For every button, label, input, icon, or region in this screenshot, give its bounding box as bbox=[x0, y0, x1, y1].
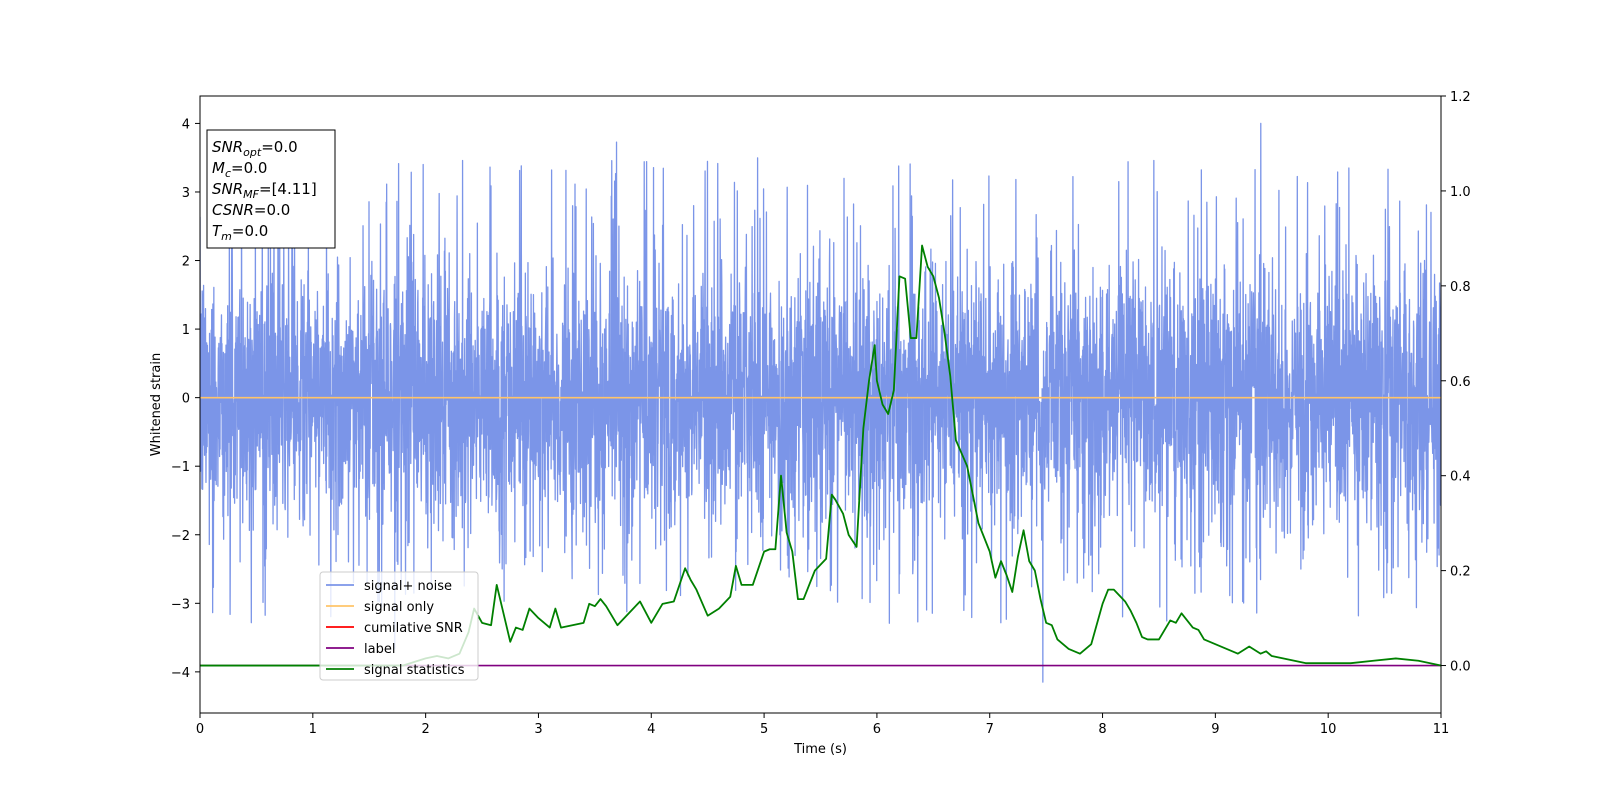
right-y-tick-label: 0.6 bbox=[1450, 375, 1471, 390]
x-tick-label: 6 bbox=[873, 722, 881, 737]
annotation-value: =0.0 bbox=[231, 159, 267, 177]
left-y-tick-label: 4 bbox=[182, 117, 190, 132]
left-y-tick-label: 2 bbox=[182, 255, 190, 270]
annotation-subscript: opt bbox=[243, 146, 262, 159]
x-tick-label: 2 bbox=[421, 722, 429, 737]
legend-label: signal statistics bbox=[364, 663, 465, 678]
legend-label: signal only bbox=[364, 600, 434, 615]
x-axis-ticks: 0 1 2 3 4 5 6 7 8 9 10 11 bbox=[196, 713, 1449, 737]
annotation-value: =0.0 bbox=[261, 138, 297, 156]
right-y-axis-ticks: 0.0 0.2 0.4 0.6 0.8 1.0 1.2 bbox=[1441, 90, 1471, 675]
legend-label: cumilative SNR bbox=[364, 621, 463, 636]
annotation-line: SNRMF=[4.11] bbox=[212, 180, 317, 201]
left-y-tick-label: 3 bbox=[182, 186, 190, 201]
x-tick-label: 3 bbox=[534, 722, 542, 737]
annotation-symbol: SNR bbox=[212, 138, 243, 156]
annotation-subscript: MF bbox=[243, 188, 259, 201]
annotation-symbol: CSNR bbox=[212, 201, 254, 219]
noise-series-layer bbox=[200, 122, 1441, 683]
left-y-tick-label: 1 bbox=[182, 323, 190, 338]
legend-box bbox=[319, 571, 479, 681]
annotation-value: =[4.11] bbox=[259, 180, 317, 198]
x-tick-label: 1 bbox=[309, 722, 317, 737]
left-y-tick-label: 0 bbox=[182, 392, 190, 407]
right-y-tick-label: 0.4 bbox=[1450, 470, 1471, 485]
annotation-line: Tm=0.0 bbox=[212, 222, 268, 243]
left-y-tick-label: −2 bbox=[171, 529, 190, 544]
right-y-tick-label: 1.2 bbox=[1450, 90, 1471, 105]
left-y-axis-ticks: −4 −3 −2 −1 0 1 2 3 4 bbox=[171, 117, 200, 681]
series-signal-statistics-line bbox=[200, 244, 1441, 667]
right-y-tick-label: 0.8 bbox=[1450, 280, 1471, 295]
annotation-value: =0.0 bbox=[232, 222, 268, 240]
left-y-tick-label: −3 bbox=[171, 597, 190, 612]
right-y-tick-label: 1.0 bbox=[1450, 185, 1471, 200]
x-tick-label: 8 bbox=[1098, 722, 1106, 737]
x-axis-label: Time (s) bbox=[793, 742, 847, 757]
annotation-symbol: SNR bbox=[212, 180, 243, 198]
x-tick-label: 9 bbox=[1211, 722, 1219, 737]
x-tick-label: 4 bbox=[647, 722, 655, 737]
x-tick-label: 10 bbox=[1320, 722, 1337, 737]
x-tick-label: 0 bbox=[196, 722, 204, 737]
y-axis-label: Whitened strain bbox=[149, 353, 164, 456]
x-tick-label: 11 bbox=[1433, 722, 1450, 737]
series-signal-noise-line bbox=[200, 122, 1441, 683]
annotation-line: SNRopt=0.0 bbox=[212, 138, 298, 159]
annotation-value: =0.0 bbox=[254, 201, 290, 219]
annotation-line: Mc=0.0 bbox=[212, 159, 267, 180]
x-tick-label: 7 bbox=[986, 722, 994, 737]
annotation-line: CSNR=0.0 bbox=[212, 201, 290, 219]
metrics-annotation-box: SNRopt=0.0Mc=0.0SNRMF=[4.11]CSNR=0.0Tm=0… bbox=[206, 129, 336, 249]
annotation-symbol: M bbox=[212, 159, 225, 177]
right-y-tick-label: 0.0 bbox=[1450, 660, 1471, 675]
x-tick-label: 5 bbox=[760, 722, 768, 737]
legend-label: label bbox=[364, 642, 395, 657]
left-y-tick-label: −1 bbox=[171, 460, 190, 475]
legend: signal+ noise signal only cumilative SNR la… bbox=[319, 571, 479, 681]
annotation-subscript: c bbox=[225, 167, 231, 180]
annotation-box bbox=[206, 129, 336, 249]
plot-frame bbox=[199, 95, 1442, 714]
annotation-subscript: m bbox=[221, 230, 232, 243]
annotation-symbol: T bbox=[212, 222, 223, 240]
left-y-tick-label: −4 bbox=[171, 666, 190, 681]
right-y-tick-label: 0.2 bbox=[1450, 565, 1471, 580]
legend-label: signal+ noise bbox=[364, 579, 452, 594]
